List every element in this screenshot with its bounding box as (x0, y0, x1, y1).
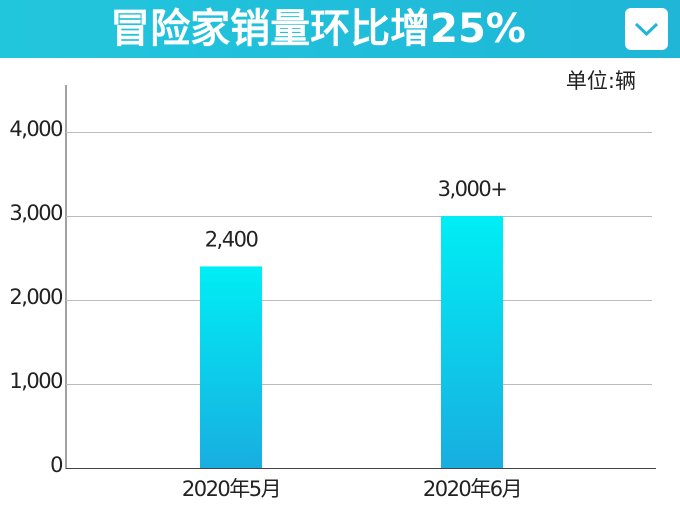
value-label: 2,400 (205, 227, 258, 251)
bar (441, 216, 503, 468)
chart-title: 冒险家销量环比增25% (110, 6, 526, 52)
y-tick-label: 4,000 (9, 117, 62, 141)
x-tick-label: 2020年6月 (423, 477, 521, 501)
y-tick-label: 2,000 (9, 285, 62, 309)
bar (200, 266, 262, 468)
y-tick-label: 3,000 (9, 201, 62, 225)
title-bar (0, 0, 680, 58)
y-tick-label: 0 (50, 453, 62, 477)
x-tick-label: 2020年5月 (182, 477, 280, 501)
unit-label: 单位:辆 (566, 69, 636, 93)
dropdown-button[interactable] (625, 8, 668, 50)
y-tick-label: 1,000 (9, 369, 62, 393)
value-label: 3,000+ (438, 177, 507, 201)
